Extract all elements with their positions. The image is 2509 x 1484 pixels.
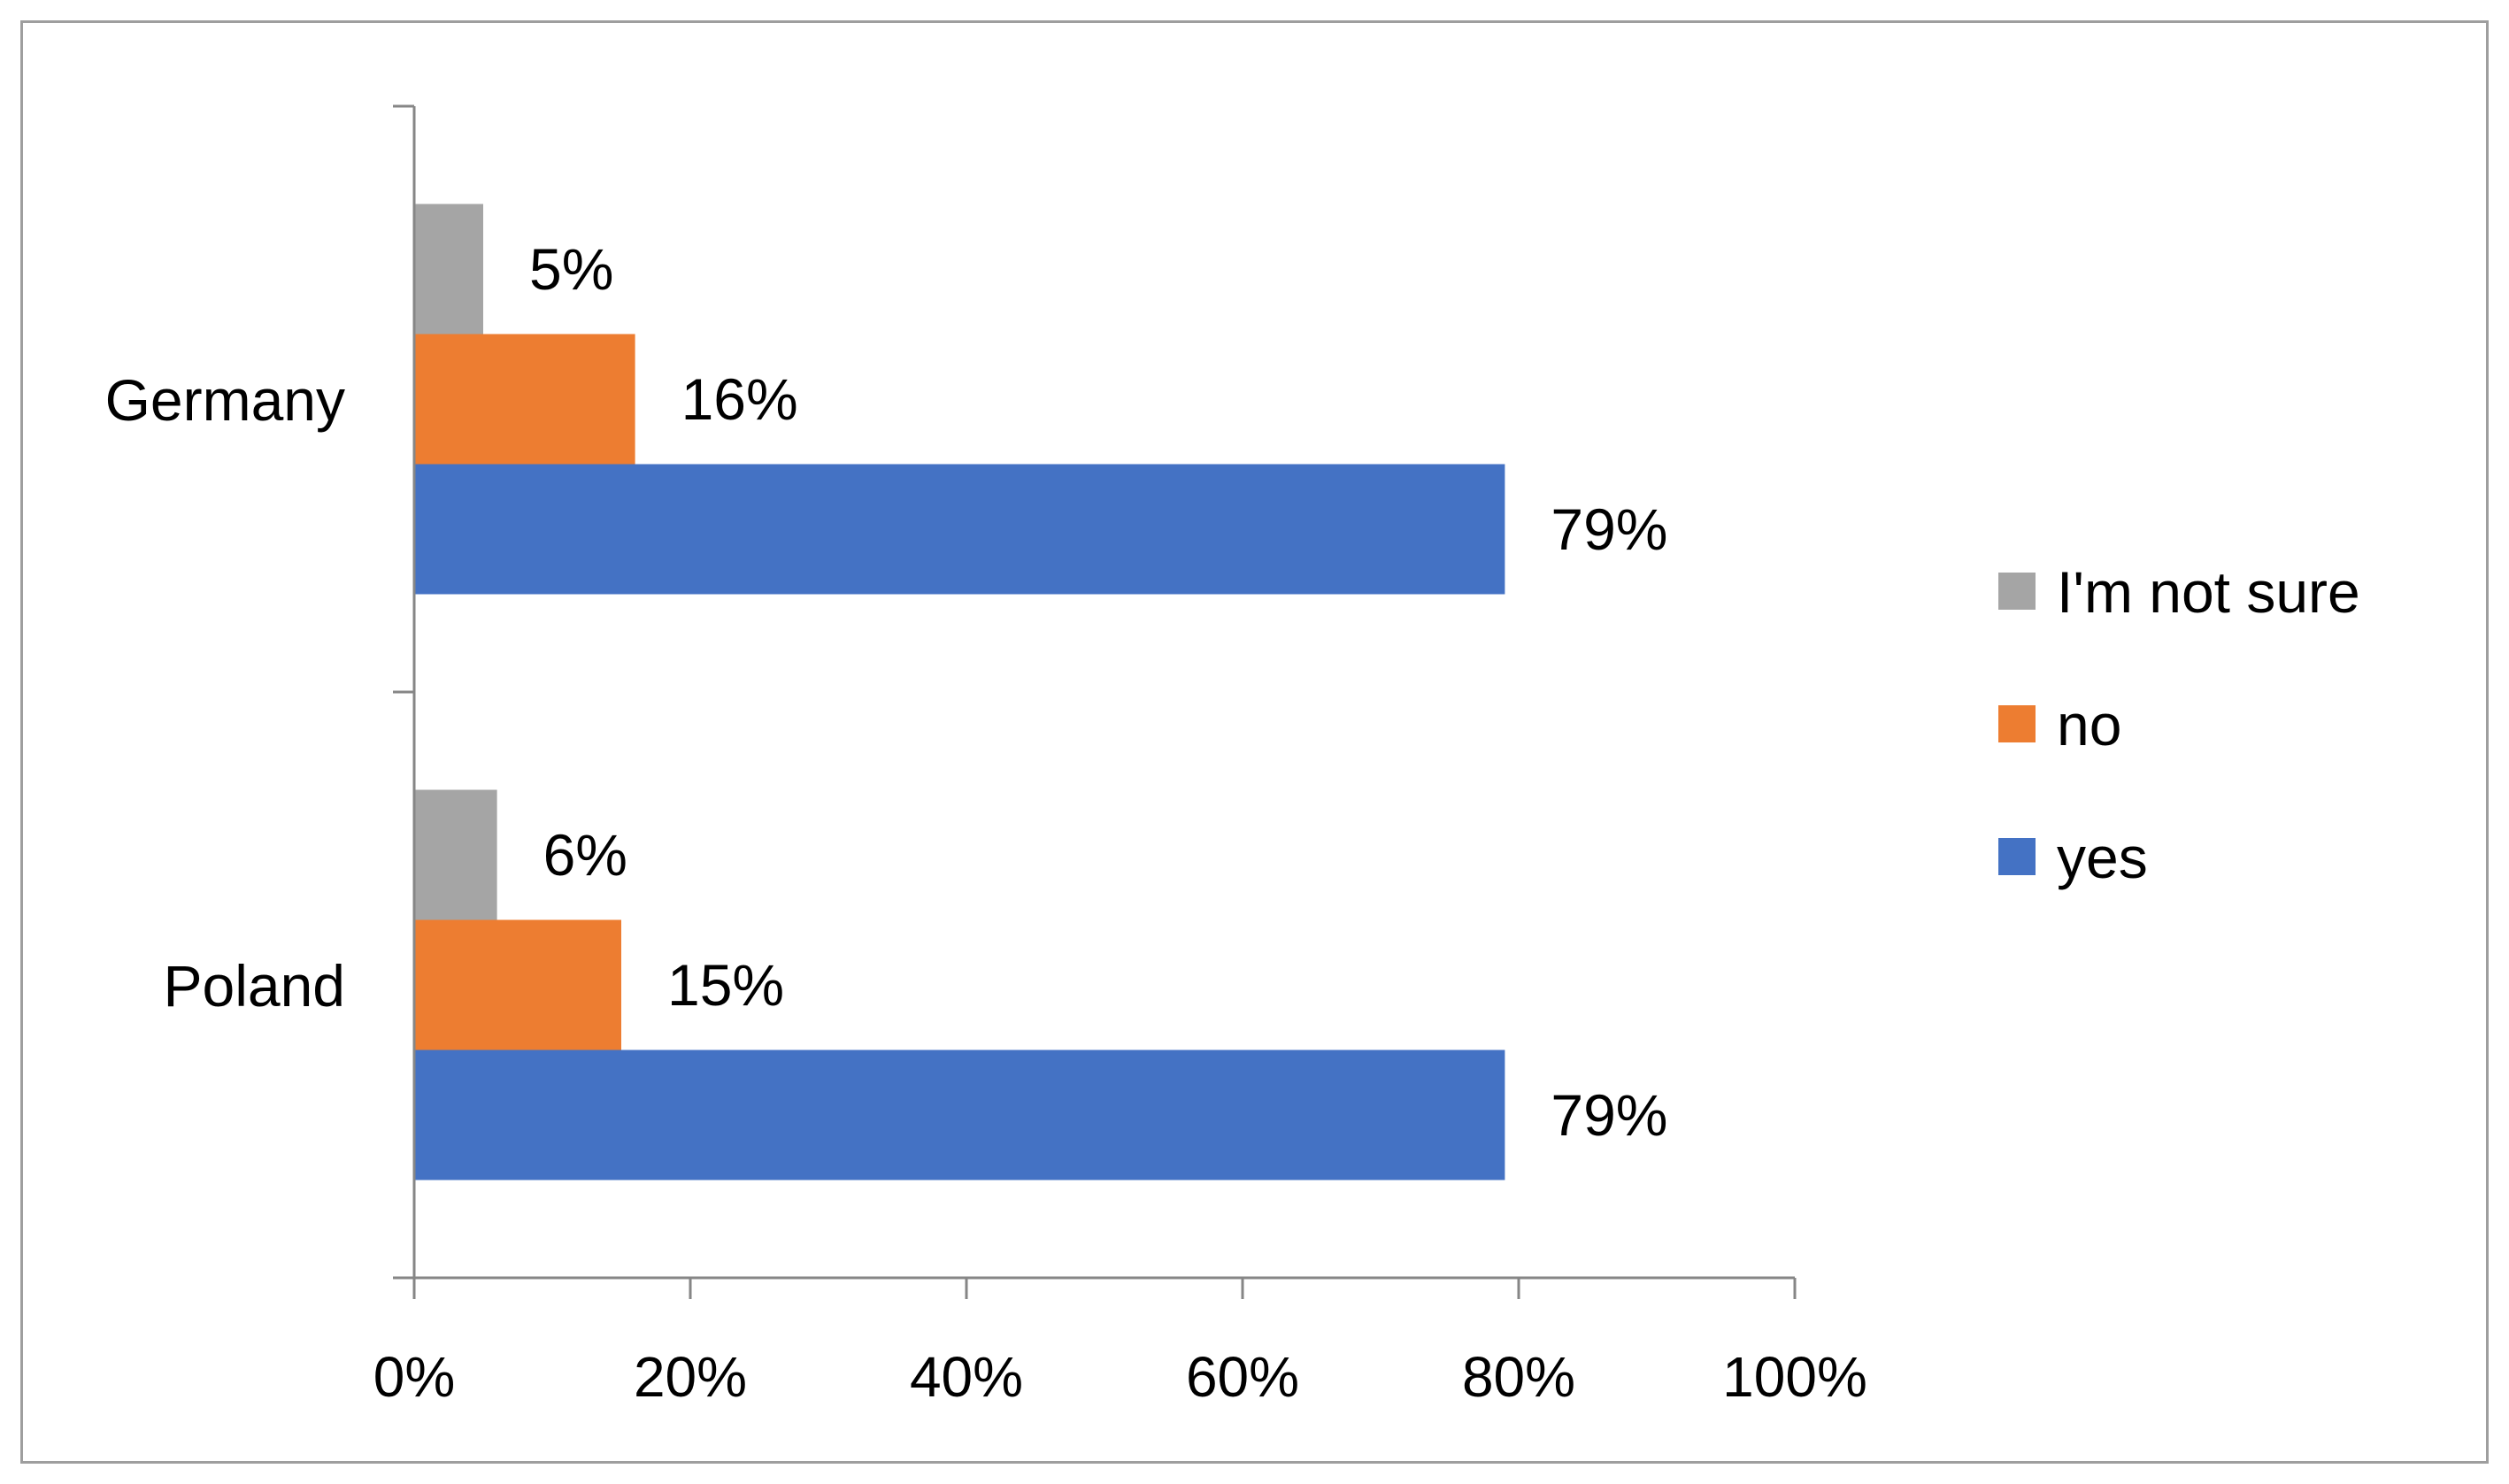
data-label-poland-i-m-not-sure: 6%: [543, 822, 627, 888]
data-label-poland-yes: 79%: [1551, 1082, 1667, 1148]
bar-germany-yes: [414, 464, 1505, 595]
legend-label-i-m-not-sure: I'm not sure: [2057, 559, 2360, 625]
bar-poland-i-m-not-sure: [414, 789, 497, 920]
data-label-germany-yes: 79%: [1551, 496, 1667, 562]
data-label-germany-no: 16%: [681, 366, 798, 432]
x-tick-label: 0%: [373, 1345, 456, 1409]
category-label-poland: Poland: [163, 953, 345, 1019]
data-label-poland-no: 15%: [667, 952, 784, 1018]
bar-poland-yes: [414, 1050, 1505, 1180]
legend-label-no: no: [2057, 692, 2121, 757]
x-tick-label: 80%: [1462, 1345, 1575, 1409]
bar-poland-no: [414, 919, 621, 1050]
data-label-germany-i-m-not-sure: 5%: [529, 236, 613, 302]
legend-swatch-yes: [1998, 838, 2036, 875]
x-tick-label: 60%: [1186, 1345, 1299, 1409]
x-tick-label: 40%: [910, 1345, 1023, 1409]
bar-germany-no: [414, 334, 635, 465]
legend-swatch-i-m-not-sure: [1998, 573, 2036, 610]
category-label-germany: Germany: [105, 367, 345, 433]
legend-swatch-no: [1998, 705, 2036, 742]
legend-label-yes: yes: [2057, 825, 2148, 890]
x-tick-label: 100%: [1722, 1345, 1867, 1409]
x-tick-label: 20%: [634, 1345, 747, 1409]
bar-germany-i-m-not-sure: [414, 204, 483, 334]
